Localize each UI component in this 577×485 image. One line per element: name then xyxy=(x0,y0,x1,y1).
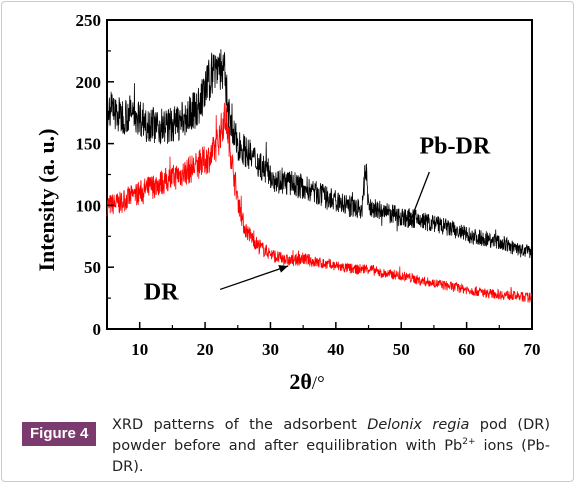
series-layer xyxy=(106,49,533,303)
x-tick-label: 20 xyxy=(197,340,214,359)
caption-text-part2: pod (DR) powder before and after equilib… xyxy=(112,417,550,454)
y-tick-label: 50 xyxy=(84,258,101,277)
x-tick-label: 60 xyxy=(458,340,475,359)
caption-superscript: 2+ xyxy=(462,437,476,448)
annotation-arrowhead-pb-dr xyxy=(407,217,415,228)
x-axis-title-symbol: 2θ xyxy=(289,369,311,394)
y-tick-label: 200 xyxy=(76,73,102,92)
x-tick-label: 70 xyxy=(524,340,541,359)
x-tick-label: 30 xyxy=(262,340,279,359)
annotation-label-dr: DR xyxy=(144,279,179,305)
annotation-label-pb-dr: Pb-DR xyxy=(420,133,491,159)
xrd-chart: 10 20 30 40 50 60 70 0 50 100 150 200 250 Pb-DR DR In… xyxy=(34,11,541,394)
figure-label-badge: Figure 4 xyxy=(22,422,97,446)
plot-area: 10 20 30 40 50 60 70 0 50 100 150 200 250 Pb-DR DR xyxy=(76,11,541,359)
x-tick-label: 50 xyxy=(393,340,410,359)
annotation-layer: Pb-DR DR xyxy=(144,133,491,305)
x-tick-label: 40 xyxy=(327,340,344,359)
series-line-pb-dr xyxy=(106,49,533,259)
annotation-arrowhead-dr xyxy=(278,265,289,273)
annotation-arrow-dr xyxy=(219,265,289,291)
y-tick-label: 150 xyxy=(76,135,102,154)
caption-text-part1: XRD patterns of the adsorbent xyxy=(112,417,368,433)
series-line-dr xyxy=(106,98,533,303)
x-axis-title-unit: /° xyxy=(312,373,325,394)
x-axis-title: 2θ/° xyxy=(289,369,324,394)
annotation-arrow-pb-dr xyxy=(407,171,430,228)
y-tick-label: 250 xyxy=(76,11,102,30)
y-tick-label: 100 xyxy=(76,196,102,215)
x-tick-label: 10 xyxy=(131,340,148,359)
y-tick-label: 0 xyxy=(93,320,102,339)
ticks-layer: 10 20 30 40 50 60 70 0 50 100 150 200 250 xyxy=(76,11,541,359)
caption-text-part3: ions (Pb-DR). xyxy=(112,438,550,475)
caption-text: XRD patterns of the adsorbent Delonix re… xyxy=(112,415,550,478)
caption-species-name: Delonix regia xyxy=(367,417,470,433)
y-axis-title: Intensity (a. u.) xyxy=(34,128,59,271)
